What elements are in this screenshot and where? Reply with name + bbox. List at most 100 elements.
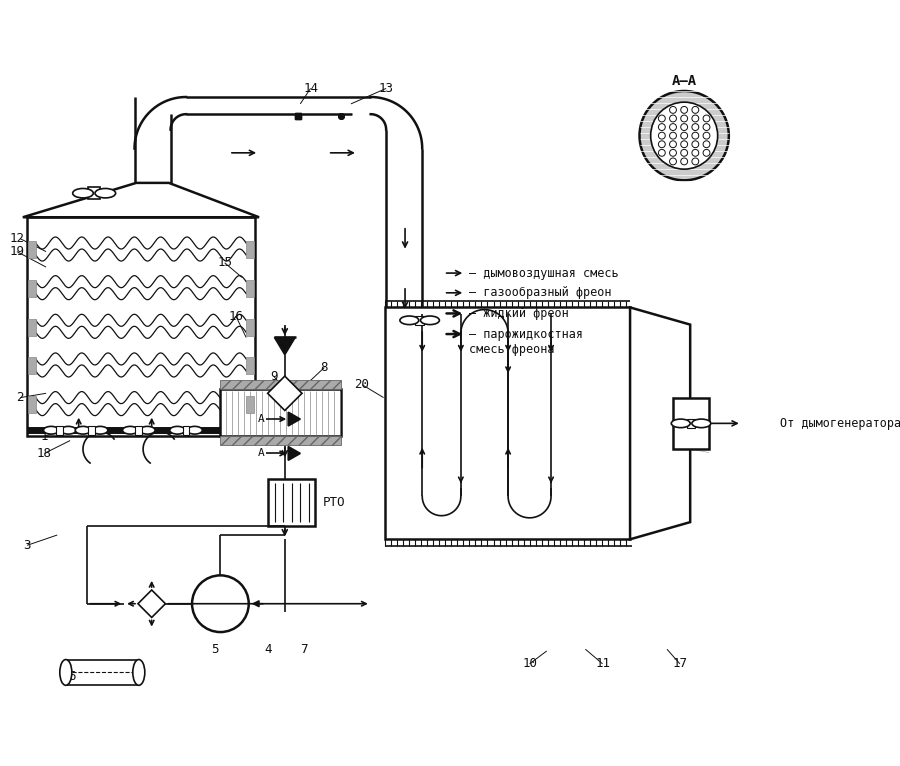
- Circle shape: [703, 149, 710, 156]
- Circle shape: [680, 141, 688, 148]
- Text: 7: 7: [300, 643, 308, 656]
- Circle shape: [680, 106, 688, 113]
- Text: – дымовоздушная смесь: – дымовоздушная смесь: [470, 267, 619, 280]
- Circle shape: [659, 141, 665, 148]
- Bar: [267, 480, 315, 526]
- Circle shape: [680, 123, 688, 130]
- Circle shape: [692, 106, 698, 113]
- Text: A: A: [257, 414, 264, 424]
- Text: 19: 19: [9, 245, 24, 258]
- Text: 6: 6: [68, 670, 76, 683]
- Bar: [220, 437, 340, 445]
- Text: 8: 8: [320, 361, 328, 374]
- Ellipse shape: [187, 427, 202, 434]
- Text: 10: 10: [522, 657, 537, 670]
- Circle shape: [692, 149, 698, 156]
- Bar: [687, 419, 696, 427]
- Text: 15: 15: [217, 257, 232, 270]
- Bar: [247, 357, 254, 375]
- Bar: [673, 398, 709, 449]
- Ellipse shape: [400, 316, 419, 325]
- Circle shape: [692, 123, 698, 130]
- Ellipse shape: [95, 188, 115, 198]
- Circle shape: [703, 115, 710, 122]
- Circle shape: [692, 133, 698, 139]
- Circle shape: [670, 115, 677, 122]
- Circle shape: [659, 149, 665, 156]
- Circle shape: [680, 158, 688, 165]
- Bar: [27, 218, 255, 437]
- Bar: [220, 381, 340, 389]
- Bar: [28, 396, 36, 413]
- Text: 17: 17: [672, 657, 688, 670]
- Text: 20: 20: [355, 378, 370, 391]
- Circle shape: [692, 141, 698, 148]
- Text: смесь фреона: смесь фреона: [470, 343, 555, 356]
- Text: – газообразный фреон: – газообразный фреон: [470, 286, 612, 300]
- Circle shape: [670, 133, 677, 139]
- Polygon shape: [288, 447, 301, 460]
- Text: РТО: РТО: [322, 496, 345, 509]
- Polygon shape: [288, 412, 301, 426]
- Circle shape: [659, 133, 665, 139]
- Circle shape: [670, 141, 677, 148]
- Text: – парожидкостная: – парожидкостная: [470, 328, 583, 341]
- Bar: [88, 187, 100, 199]
- Text: 12: 12: [9, 232, 24, 245]
- Text: 13: 13: [379, 82, 393, 95]
- Circle shape: [692, 158, 698, 165]
- Circle shape: [192, 575, 248, 632]
- Ellipse shape: [59, 660, 72, 686]
- Text: 9: 9: [270, 370, 277, 383]
- Ellipse shape: [122, 427, 138, 434]
- Circle shape: [680, 115, 688, 122]
- Circle shape: [680, 133, 688, 139]
- Bar: [220, 389, 340, 437]
- Bar: [28, 280, 36, 297]
- Text: А–А: А–А: [671, 74, 697, 87]
- Circle shape: [680, 149, 688, 156]
- Ellipse shape: [93, 427, 108, 434]
- Bar: [66, 660, 139, 686]
- Circle shape: [703, 141, 710, 148]
- Text: 18: 18: [37, 447, 52, 460]
- Ellipse shape: [133, 660, 145, 686]
- Text: 1: 1: [40, 430, 48, 443]
- Text: 5: 5: [211, 643, 218, 656]
- Circle shape: [659, 115, 665, 122]
- Bar: [385, 307, 630, 539]
- Circle shape: [692, 115, 698, 122]
- Circle shape: [703, 123, 710, 130]
- Ellipse shape: [692, 419, 711, 427]
- Circle shape: [651, 102, 717, 169]
- Bar: [28, 319, 36, 336]
- Text: – жидкий фреон: – жидкий фреон: [470, 307, 569, 320]
- Ellipse shape: [43, 427, 58, 434]
- Polygon shape: [267, 376, 302, 411]
- Ellipse shape: [671, 419, 690, 427]
- Bar: [28, 357, 36, 375]
- Text: 14: 14: [303, 82, 318, 95]
- Bar: [88, 426, 95, 434]
- Polygon shape: [630, 307, 690, 539]
- Circle shape: [640, 91, 729, 180]
- Text: 2: 2: [16, 391, 24, 404]
- Ellipse shape: [76, 427, 91, 434]
- Circle shape: [670, 149, 677, 156]
- Ellipse shape: [420, 316, 439, 325]
- Polygon shape: [22, 183, 259, 218]
- Text: 3: 3: [23, 538, 31, 552]
- Text: 11: 11: [595, 657, 610, 670]
- Ellipse shape: [140, 427, 155, 434]
- Circle shape: [670, 123, 677, 130]
- Circle shape: [703, 133, 710, 139]
- Polygon shape: [138, 590, 166, 617]
- Polygon shape: [274, 338, 295, 355]
- Bar: [28, 241, 36, 258]
- Bar: [183, 426, 190, 434]
- Text: 16: 16: [229, 309, 243, 322]
- Circle shape: [659, 123, 665, 130]
- Text: От дымогенератора: От дымогенератора: [780, 417, 900, 430]
- Bar: [416, 316, 424, 325]
- Circle shape: [670, 158, 677, 165]
